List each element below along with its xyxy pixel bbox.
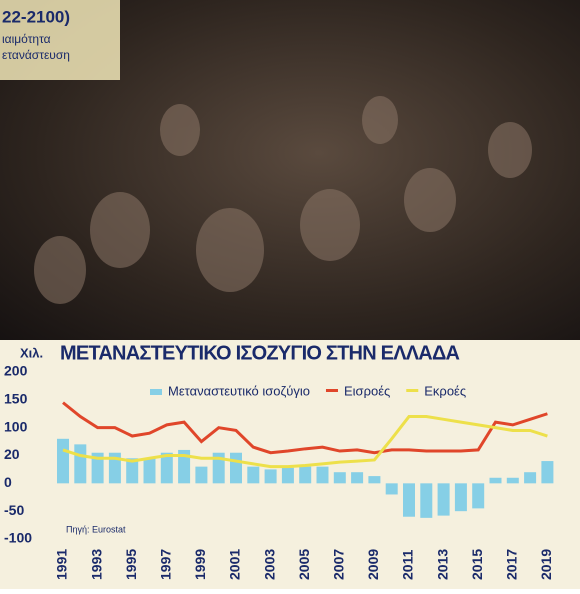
bar bbox=[108, 452, 121, 484]
bar bbox=[403, 483, 415, 517]
x-tick-label: 2003 bbox=[261, 549, 277, 580]
bar bbox=[454, 483, 467, 512]
header-box bbox=[0, 0, 120, 80]
x-tick-label: 1999 bbox=[192, 549, 208, 580]
x-tick-label: 1993 bbox=[88, 549, 104, 580]
y-tick-label: -50 bbox=[4, 502, 24, 518]
bar bbox=[91, 452, 104, 484]
header-line: 22-2100) bbox=[2, 7, 70, 26]
x-tick-label: 2013 bbox=[434, 549, 450, 580]
legend-label: Εισροές bbox=[344, 383, 390, 398]
bar bbox=[368, 476, 381, 484]
bar bbox=[230, 452, 242, 484]
x-tick-label: 2001 bbox=[227, 549, 243, 580]
bar bbox=[126, 458, 139, 484]
y-tick-label: 20 bbox=[4, 446, 20, 462]
legend-swatch bbox=[406, 389, 419, 392]
bar bbox=[420, 483, 433, 518]
bar bbox=[247, 466, 260, 484]
bar bbox=[195, 466, 208, 484]
x-tick-label: 1997 bbox=[158, 549, 174, 580]
bar bbox=[57, 438, 69, 484]
y-tick-label: 150 bbox=[4, 391, 28, 407]
bar bbox=[299, 466, 312, 484]
bar bbox=[316, 466, 329, 484]
bar bbox=[212, 452, 225, 484]
x-tick-label: 2011 bbox=[400, 549, 416, 580]
bar bbox=[178, 449, 191, 484]
x-tick-label: 2017 bbox=[504, 549, 520, 580]
chart-title: ΜΕΤΑΝΑΣΤΕΥΤΙΚΟ ΙΣΟΖΥΓΙΟ ΣΤΗΝ ΕΛΛΑΔΑ bbox=[60, 342, 460, 364]
bar bbox=[524, 472, 537, 484]
legend-swatch bbox=[150, 389, 162, 395]
y-tick-label: 100 bbox=[4, 418, 28, 434]
line bbox=[62, 401, 548, 455]
x-tick-label: 2005 bbox=[296, 549, 312, 580]
source: Πηγή: Eurostat bbox=[66, 524, 126, 534]
bar bbox=[281, 467, 294, 484]
bar bbox=[264, 469, 277, 484]
bar bbox=[541, 461, 554, 484]
bar bbox=[333, 472, 346, 484]
bar bbox=[160, 452, 173, 484]
x-tick-label: 1995 bbox=[123, 549, 139, 580]
x-tick-label: 2015 bbox=[469, 549, 485, 580]
x-tick-label: 2007 bbox=[331, 549, 347, 580]
line bbox=[62, 415, 548, 469]
y-axis-label: Χιλ. bbox=[20, 345, 43, 360]
bar bbox=[472, 483, 485, 509]
bar bbox=[437, 483, 450, 516]
x-tick-label: 2019 bbox=[538, 549, 554, 580]
bar bbox=[506, 477, 519, 484]
legend-swatch bbox=[325, 389, 338, 392]
header-line: ιαιμότητα bbox=[2, 32, 51, 46]
bar bbox=[143, 458, 156, 484]
photo-heads bbox=[34, 96, 532, 304]
legend-label: Μεταναστευτικό ισοζύγιο bbox=[168, 383, 310, 398]
bar bbox=[489, 477, 502, 484]
legend-label: Εκροές bbox=[424, 383, 466, 398]
header-line: ετανάστευση bbox=[2, 48, 70, 62]
bar bbox=[351, 472, 364, 484]
bar bbox=[74, 444, 87, 484]
y-tick-label: 0 bbox=[4, 474, 12, 490]
y-tick-label: 200 bbox=[4, 363, 28, 379]
bar bbox=[385, 483, 398, 495]
x-tick-label: 1991 bbox=[54, 549, 70, 580]
x-tick-label: 2009 bbox=[365, 549, 381, 580]
y-tick-label: -100 bbox=[4, 530, 32, 546]
